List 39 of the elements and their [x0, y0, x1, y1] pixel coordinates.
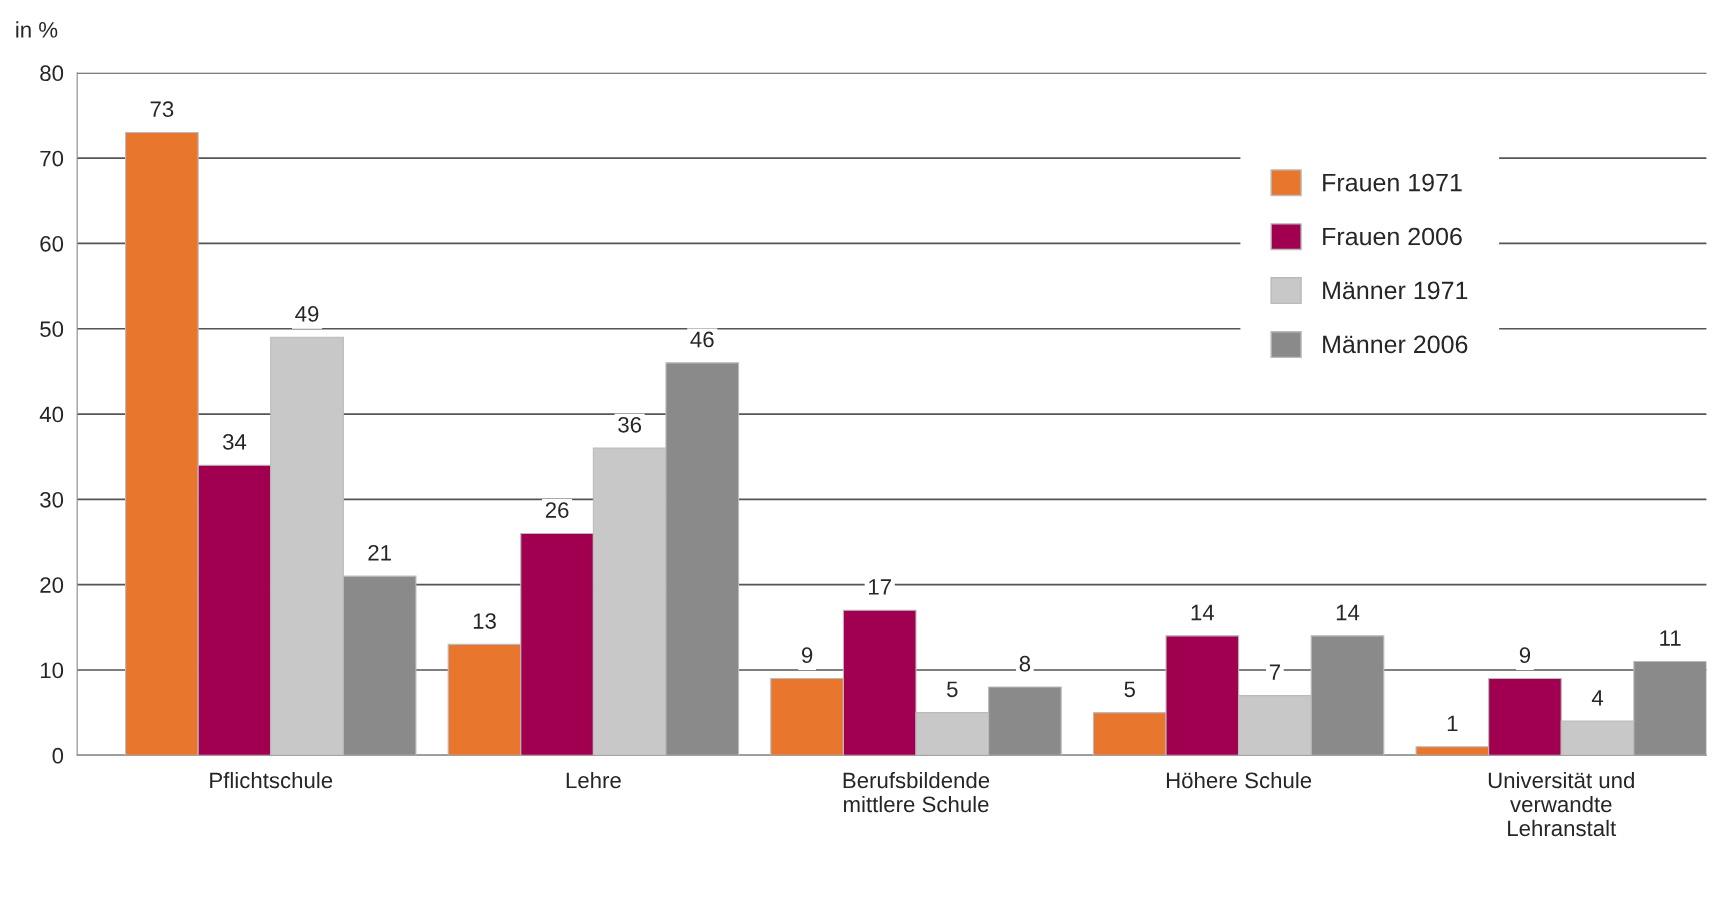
- x-tick-label: Höhere Schule: [1166, 771, 1312, 789]
- x-tick-label: Berufsbildende mittlere Schule: [843, 771, 990, 813]
- data-label: 9: [1519, 647, 1531, 664]
- y-tick-label: 10: [40, 662, 64, 679]
- data-label: 4: [1591, 690, 1604, 706]
- data-label: 5: [947, 681, 958, 698]
- y-tick-label: 70: [40, 150, 64, 167]
- x-tick-label: Lehre: [566, 771, 621, 789]
- data-label: 36: [618, 416, 642, 433]
- legend-label: Frauen 2006: [1323, 227, 1462, 246]
- x-tick-label: Pflichtschule: [210, 771, 333, 789]
- data-label: 9: [801, 647, 813, 664]
- data-label: 73: [150, 101, 174, 118]
- y-tick-label: 50: [40, 321, 64, 338]
- data-label: 13: [473, 613, 496, 629]
- y-tick-label: 60: [40, 235, 64, 252]
- data-label: 49: [295, 306, 319, 322]
- legend-label: Männer 2006: [1323, 335, 1468, 354]
- data-label: 46: [690, 331, 714, 348]
- data-label: 17: [869, 579, 891, 595]
- data-label: 8: [1019, 655, 1031, 672]
- y-tick-label: 30: [40, 491, 64, 508]
- data-label: 14: [1336, 604, 1360, 621]
- y-axis-title: in %: [16, 21, 58, 38]
- y-tick-label: 20: [40, 577, 64, 593]
- data-label: 21: [368, 544, 391, 561]
- legend-label: Männer 1971: [1323, 281, 1468, 300]
- data-label: 5: [1124, 681, 1135, 698]
- data-label: 11: [1660, 630, 1681, 646]
- data-label: 7: [1269, 664, 1280, 680]
- y-tick-label: 0: [52, 747, 64, 764]
- data-label: 14: [1191, 604, 1215, 621]
- legend-label: Frauen 1971: [1323, 173, 1462, 192]
- data-label: 1: [1447, 715, 1458, 732]
- data-label: 34: [222, 434, 247, 450]
- y-tick-label: 40: [39, 406, 64, 423]
- x-tick-label: Universität und verwandte Lehranstalt: [1488, 771, 1634, 837]
- data-label: 26: [545, 502, 569, 518]
- y-tick-label: 80: [40, 65, 64, 82]
